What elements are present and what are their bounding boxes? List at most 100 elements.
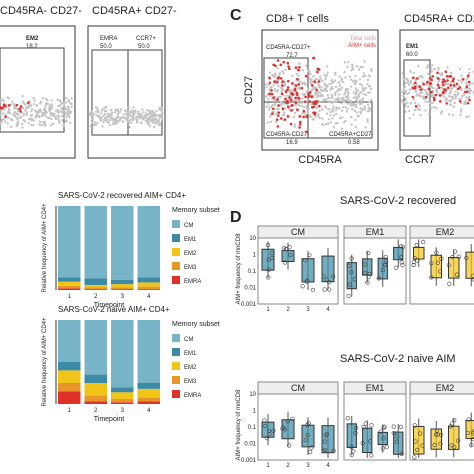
dot — [160, 118, 164, 121]
dot — [308, 115, 311, 118]
dot — [91, 116, 95, 119]
dot — [117, 110, 120, 114]
point — [321, 274, 326, 279]
bar-segment — [84, 401, 107, 404]
point — [271, 428, 276, 433]
dot — [61, 114, 64, 117]
dot — [121, 116, 124, 119]
dot — [94, 123, 98, 126]
dot — [450, 81, 453, 84]
dot — [368, 108, 371, 111]
dot — [289, 98, 293, 102]
dot — [459, 110, 462, 113]
dot — [142, 111, 145, 114]
dot — [312, 56, 315, 60]
dot — [436, 83, 440, 87]
dot — [276, 88, 279, 92]
bar-segment — [58, 362, 81, 371]
dot — [44, 114, 47, 118]
dot — [325, 65, 329, 68]
dot — [404, 78, 408, 81]
dot — [297, 103, 300, 106]
dot — [464, 87, 467, 90]
dot — [279, 77, 283, 80]
dot — [7, 110, 10, 113]
dot — [366, 118, 369, 121]
bar-segment — [111, 398, 134, 403]
dot — [0, 113, 3, 117]
legend-label: EM3 — [184, 265, 197, 271]
dot — [146, 122, 150, 126]
dot — [50, 114, 53, 117]
dot — [466, 101, 470, 105]
dot — [116, 113, 120, 116]
point — [322, 287, 327, 292]
dot — [51, 112, 55, 116]
dot — [356, 111, 359, 114]
dot — [430, 106, 433, 109]
dot — [132, 115, 135, 119]
dot — [100, 116, 103, 119]
dot — [364, 86, 367, 90]
dot — [350, 115, 353, 119]
dot — [442, 95, 446, 98]
dot — [347, 92, 350, 95]
dot — [431, 101, 434, 104]
dot — [59, 110, 62, 113]
dot — [366, 103, 370, 106]
dot — [277, 76, 281, 79]
dot — [271, 112, 274, 115]
point — [391, 424, 396, 429]
point — [452, 445, 457, 450]
x-tick-label: 1 — [68, 408, 72, 414]
dot — [322, 73, 326, 76]
point — [380, 446, 385, 451]
dot — [132, 109, 135, 113]
dot — [448, 92, 452, 95]
dot — [321, 79, 324, 83]
x-tick-label: 2 — [286, 307, 290, 313]
dot — [301, 69, 304, 72]
dot — [29, 104, 33, 108]
dot — [288, 67, 291, 71]
dot — [312, 118, 315, 121]
point — [362, 262, 367, 267]
dot — [346, 94, 349, 97]
y-tick-label: 0.001 — [241, 458, 257, 464]
dot — [318, 100, 322, 103]
dot — [363, 106, 367, 109]
dot — [280, 92, 284, 96]
dot — [68, 115, 71, 119]
dot — [460, 74, 463, 77]
point — [452, 418, 457, 423]
x-tick-label: 2 — [94, 294, 98, 300]
dot — [329, 110, 332, 114]
dot — [7, 107, 10, 111]
dot — [325, 97, 328, 101]
dot — [457, 79, 460, 82]
dot — [359, 65, 362, 69]
dot — [94, 110, 98, 113]
bar-segment — [137, 397, 160, 402]
dot — [70, 105, 73, 108]
bar-segment — [111, 392, 134, 399]
dot — [437, 77, 440, 80]
dot — [306, 88, 310, 92]
dot — [69, 101, 72, 105]
dot — [276, 125, 280, 128]
point — [446, 263, 451, 268]
gate-label: CD45RA+CD27- — [329, 132, 374, 138]
dot — [441, 80, 445, 84]
dot — [440, 73, 443, 77]
dot — [317, 68, 321, 71]
dot — [459, 79, 462, 82]
dot — [336, 97, 339, 101]
dot — [49, 124, 53, 127]
dot — [298, 126, 301, 129]
dot — [297, 83, 301, 86]
dot — [95, 114, 98, 117]
dot — [458, 86, 462, 89]
dot — [35, 110, 38, 113]
dot — [158, 122, 162, 125]
dot — [304, 95, 307, 99]
